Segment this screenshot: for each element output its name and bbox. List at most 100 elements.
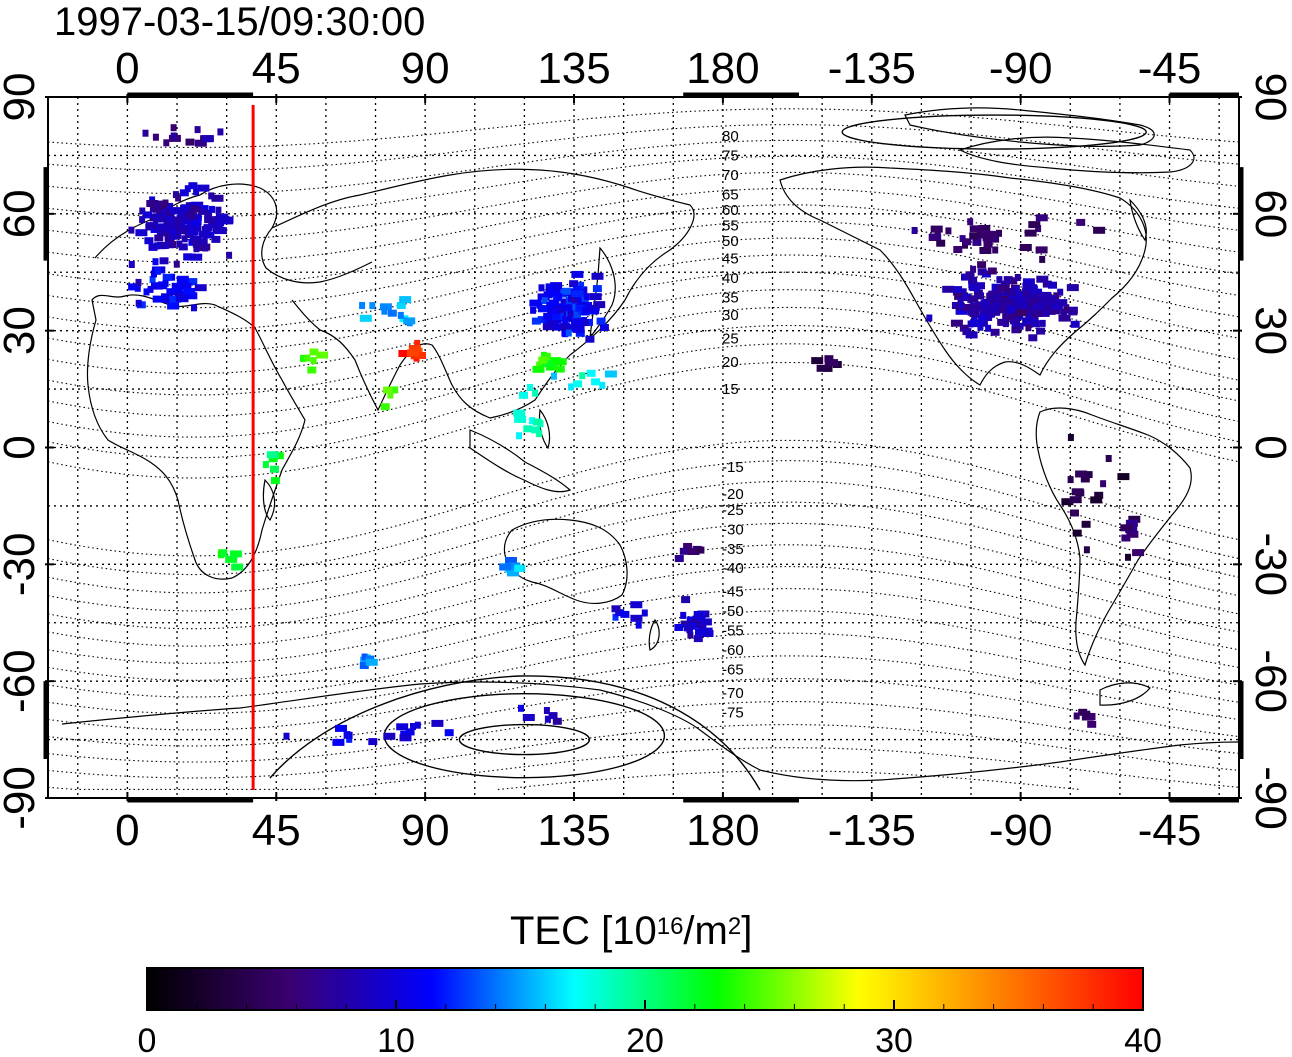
tec-point [575,329,585,337]
tec-point [193,245,200,253]
tec-point [950,319,963,327]
tec-point [541,351,547,359]
tec-point [957,288,967,296]
tec-point [153,242,160,250]
lon-tick-label-bottom: 45 [252,806,301,855]
tec-point [1048,307,1061,315]
tec-point [215,206,222,214]
tec-point [971,314,978,322]
tec-point [596,317,606,325]
mlat-contour [48,306,1239,417]
tec-point [968,303,981,311]
tec-point [824,355,834,363]
tec-point [548,312,561,320]
tec-point [162,279,169,287]
tec-point [976,282,985,290]
contour-label: -15 [722,459,744,476]
tec-point [154,200,164,208]
lon-tick-label-bottom: -135 [828,806,916,855]
tec-point [184,185,191,193]
tec-point [514,564,524,572]
tec-point [555,309,568,317]
tec-point [505,557,517,564]
tec-point [953,286,963,294]
tec-point [563,324,576,332]
tec-point [957,296,964,304]
tec-point [1035,246,1048,254]
tec-point [174,216,181,224]
mlat-contour [48,343,1239,459]
tec-point [555,316,561,324]
tec-point [181,235,188,243]
tec-point [980,299,987,307]
tec-point [387,391,394,399]
tec-point [641,609,648,617]
mlat-contour [48,254,1239,353]
tec-point [532,418,542,426]
south-pole-contour-mid [383,692,666,779]
tec-point [1117,473,1130,481]
tec-point [994,306,1006,314]
tec-point [1120,524,1133,532]
mlat-contour [48,271,1239,375]
tec-point [383,732,396,740]
magnetic-latitude-contours [48,108,1239,791]
tec-point [209,205,215,213]
tec-point [543,707,550,714]
tec-point [139,207,146,215]
tec-point [170,228,177,236]
tec-point [193,188,200,196]
mlat-contour [48,155,1239,218]
mlat-contour [48,237,1239,331]
tec-point [1011,316,1020,324]
tec-point [299,355,306,362]
tec-measurements [128,124,1145,746]
colorbar-tick-label: 20 [626,1022,664,1057]
tec-point [965,271,975,279]
tec-point [346,735,353,743]
tec-point [552,357,562,365]
tec-point [1025,324,1032,332]
tec-point [211,194,224,202]
tec-point [1066,284,1079,292]
lon-tick-label-top: -135 [828,44,916,93]
mlat-contour [48,108,1239,149]
tec-point [1023,295,1033,303]
tec-point [693,635,703,643]
tec-point [1020,293,1027,301]
tec-point [544,360,557,368]
tec-point [529,417,536,425]
tec-point [563,304,573,312]
tec-point [262,461,269,468]
tec-point [635,621,642,629]
tec-point [1086,713,1096,720]
contour-label: -70 [722,685,744,702]
mlat-contour [48,187,1239,264]
tec-point [187,205,200,213]
tec-point [208,192,215,200]
tec-point [1061,498,1074,506]
lon-tick-label-bottom: 135 [537,806,610,855]
tec-point [562,315,569,323]
tec-point [202,244,209,252]
tec-point [968,276,978,284]
tec-point [431,719,444,727]
contour-label: 60 [722,202,739,219]
tec-point [560,323,567,331]
tec-point [380,403,390,411]
tec-point [579,372,586,380]
mlat-contour [48,480,1239,594]
tec-point [499,563,512,571]
tec-point [1078,708,1088,716]
tec-point [978,319,988,327]
tec-point [934,226,941,234]
tec-point [204,216,217,224]
tec-point [1068,308,1078,316]
contour-label: -35 [722,541,744,558]
contour-label: 70 [722,167,739,184]
tec-point [969,225,982,233]
tec-point [183,253,193,261]
tec-point [1028,221,1041,229]
colorbar-ticks: 0 10 20 30 40 [138,1000,1162,1057]
